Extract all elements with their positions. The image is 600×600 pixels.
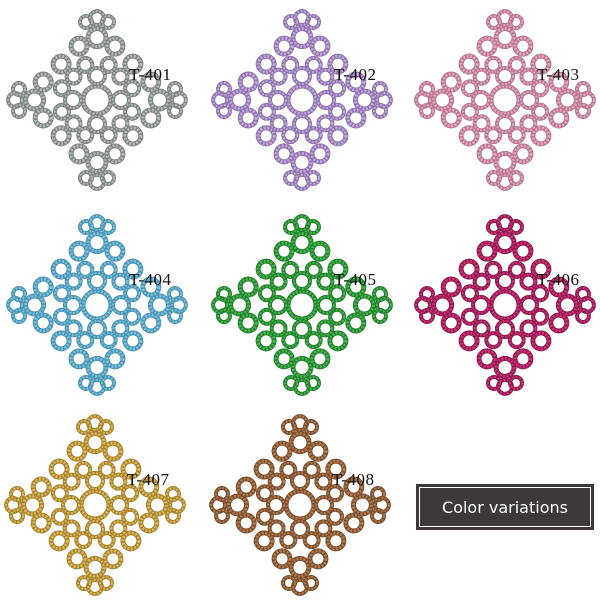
lace-motif-graphic <box>211 9 393 191</box>
product-code: T-406 <box>537 270 580 289</box>
lace-motif-t-403: T-403 <box>405 0 600 200</box>
lace-motif-graphic <box>209 414 391 596</box>
badge-label: Color variations <box>442 497 568 517</box>
product-code: T-403 <box>537 65 580 84</box>
product-code: T-401 <box>129 65 172 84</box>
lace-motif-t-402: T-402 <box>202 0 402 200</box>
lace-motif-t-405: T-405 <box>202 205 402 405</box>
lace-motif-t-404: T-404 <box>0 205 197 405</box>
color-variations-badge: Color variations <box>416 484 594 530</box>
lace-motif-t-408: T-408 <box>200 405 400 600</box>
lace-motif-graphic <box>414 214 596 396</box>
lace-motif-graphic <box>414 9 596 191</box>
product-code: T-405 <box>334 270 377 289</box>
product-code: T-402 <box>334 65 377 84</box>
lace-motif-graphic <box>6 214 188 396</box>
lace-motif-graphic <box>6 9 188 191</box>
lace-motif-t-401: T-401 <box>0 0 197 200</box>
lace-motif-t-406: T-406 <box>405 205 600 405</box>
product-code: T-404 <box>129 270 172 289</box>
product-code: T-407 <box>127 470 170 489</box>
product-code: T-408 <box>332 470 375 489</box>
lace-motif-t-407: T-407 <box>0 405 195 600</box>
lace-motif-graphic <box>4 414 186 596</box>
lace-motif-graphic <box>211 214 393 396</box>
